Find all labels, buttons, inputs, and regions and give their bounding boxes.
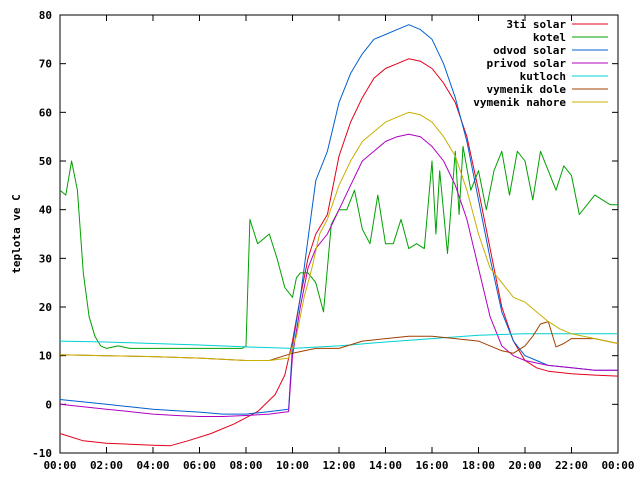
y-axis-title: teplota ve C [10, 194, 23, 273]
x-tick-label: 08:00 [229, 459, 262, 472]
series-line-kotel [59, 145, 618, 349]
series-line-vymenik-nahore [59, 111, 619, 361]
x-tick-label: 14:00 [369, 459, 402, 472]
y-tick-label: 40 [39, 204, 52, 217]
x-tick-label: 22:00 [555, 459, 588, 472]
x-axis: 00:00 02:00 04:00 06:00 08:00 10:00 12:00 14:00… [43, 15, 635, 472]
series-line-odvod-solar [59, 24, 618, 415]
x-tick-label: 16:00 [415, 459, 448, 472]
x-tick-label: 00:00 [601, 459, 634, 472]
x-tick-label: 20:00 [508, 459, 541, 472]
y-tick-label: 10 [39, 350, 52, 363]
y-tick-label: 60 [39, 106, 52, 119]
y-tick-label: 50 [39, 155, 52, 168]
x-tick-label: 04:00 [136, 459, 169, 472]
x-tick-label: 00:00 [43, 459, 76, 472]
y-axis: -10 0 10 20 30 40 50 60 70 80 [32, 9, 618, 460]
series-lines [59, 24, 619, 447]
x-tick-label: 10:00 [276, 459, 309, 472]
x-tick-label: 12:00 [322, 459, 355, 472]
legend-label: 3ti solar [506, 18, 566, 31]
x-tick-label: 02:00 [90, 459, 123, 472]
x-tick-label: 18:00 [462, 459, 495, 472]
series-line-vymenik-dole [59, 321, 619, 361]
legend-label: privod solar [487, 57, 567, 70]
series-line-privod-solar [59, 133, 618, 417]
legend-label: kutloch [520, 70, 566, 83]
series-line-3ti-solar [59, 58, 619, 447]
y-tick-label: 0 [45, 398, 52, 411]
y-tick-label: 80 [39, 9, 52, 22]
y-tick-label: 70 [39, 58, 52, 71]
legend-label: odvod solar [493, 44, 566, 57]
legend-label: vymenik nahore [473, 96, 566, 109]
legend-label: kotel [533, 31, 566, 44]
series-line-kutloch [59, 333, 618, 349]
y-tick-label: 20 [39, 301, 52, 314]
y-tick-label: 30 [39, 252, 52, 265]
y-tick-label: -10 [32, 447, 52, 460]
legend-label: vymenik dole [487, 83, 567, 96]
x-tick-label: 06:00 [183, 459, 216, 472]
